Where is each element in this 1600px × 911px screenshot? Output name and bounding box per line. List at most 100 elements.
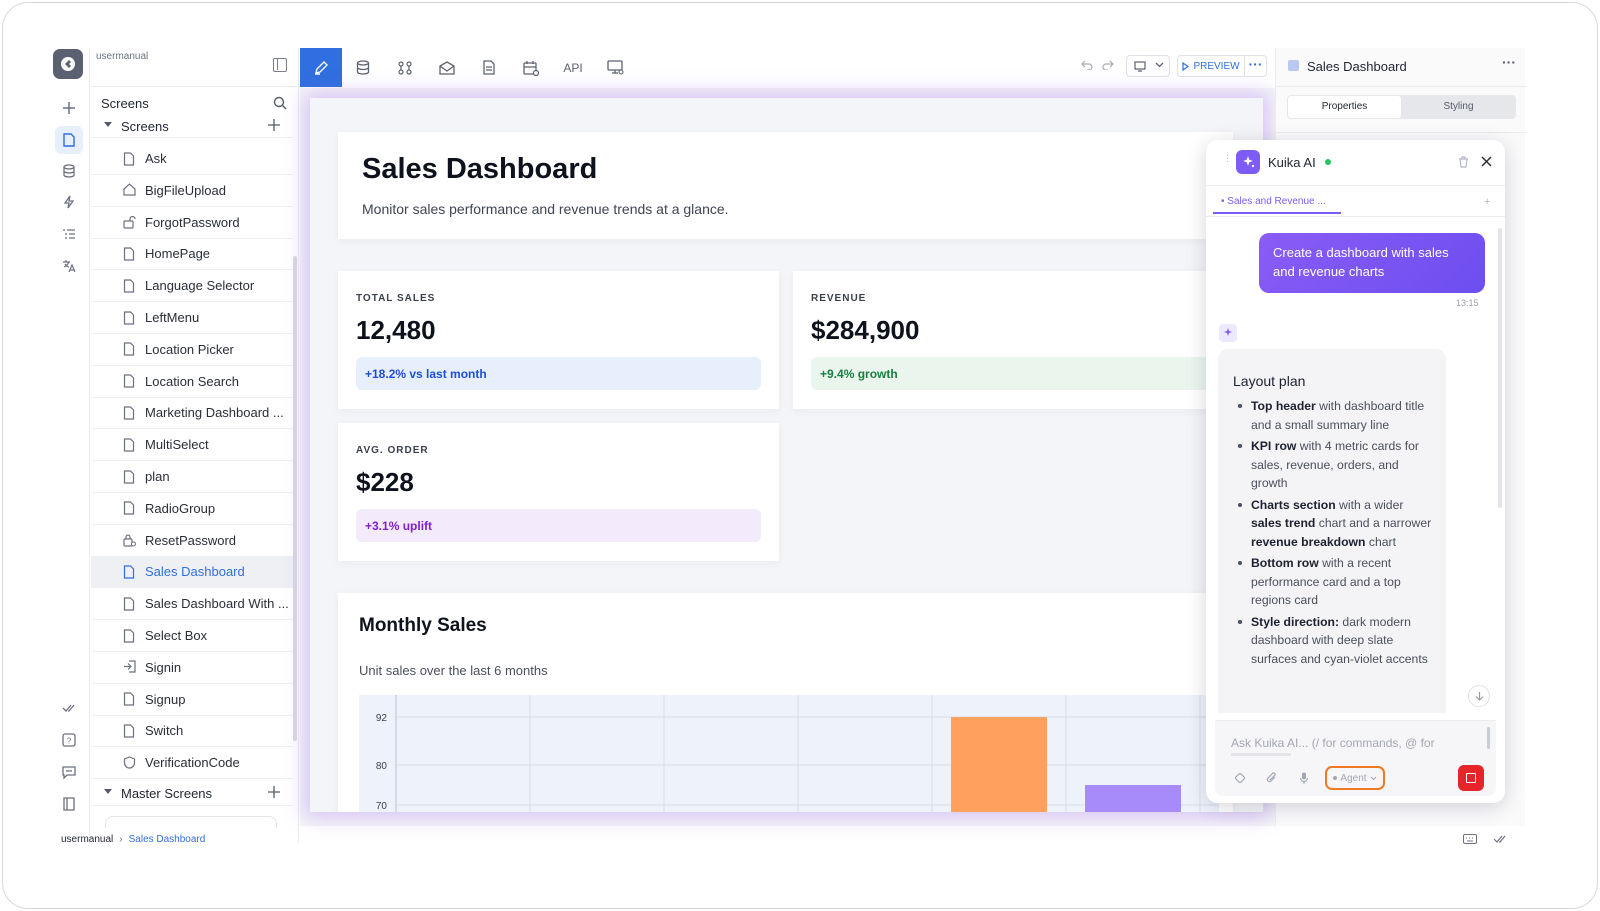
screens-group-header[interactable]: Screens <box>91 116 293 138</box>
sidebar-item-forgotpassword[interactable]: ForgotPassword <box>91 207 293 239</box>
microphone-icon[interactable] <box>1300 772 1308 784</box>
close-icon[interactable] <box>1481 156 1492 167</box>
kpi-change-badge: +9.4% growth <box>811 357 1216 390</box>
bar <box>951 717 1047 812</box>
book-icon[interactable] <box>55 790 83 818</box>
calendar-settings-icon[interactable] <box>510 48 552 87</box>
chart-plot: 92 80 70 <box>359 695 1219 812</box>
kpi-value: 12,480 <box>356 315 436 345</box>
more-options-icon[interactable]: ··· <box>1502 54 1516 70</box>
workflow-icon[interactable] <box>384 48 426 87</box>
chat-icon[interactable] <box>55 758 83 786</box>
chart-card[interactable]: Monthly Sales Unit sales over the last 6… <box>338 593 1233 812</box>
breadcrumb-root[interactable]: usermanual <box>61 834 114 845</box>
sidebar-item-location-picker[interactable]: Location Picker <box>91 334 293 366</box>
sidebar-item-leftmenu[interactable]: LeftMenu <box>91 302 293 334</box>
attach-icon[interactable] <box>1266 772 1277 784</box>
double-check-icon[interactable] <box>55 694 83 722</box>
trash-icon[interactable] <box>1458 156 1469 168</box>
document-icon[interactable] <box>468 48 510 87</box>
chat-input-placeholder: Ask Kuika AI... (/ for commands, @ for <box>1231 736 1435 750</box>
sidebar-item-homepage[interactable]: HomePage <box>91 238 293 271</box>
stop-button[interactable] <box>1458 765 1484 791</box>
chat-scrollbar[interactable] <box>1498 228 1502 508</box>
sidebar-item-label: Sales Dashboard With ... <box>145 596 289 612</box>
search-icon[interactable] <box>273 96 287 110</box>
sidebar-item-switch[interactable]: Switch <box>91 715 293 748</box>
bar <box>1085 785 1181 812</box>
master-screens-header[interactable]: Master Screens <box>91 780 293 806</box>
database-icon[interactable] <box>55 157 83 185</box>
sidebar-item-plan[interactable]: plan <box>91 461 293 493</box>
data-source-icon[interactable] <box>342 48 384 87</box>
tab-styling[interactable]: Styling <box>1402 96 1515 118</box>
sidebar-item-signin[interactable]: Signin <box>91 652 293 684</box>
help-icon[interactable]: ? <box>55 726 83 754</box>
file-icon <box>123 438 137 452</box>
sidebar-item-language-selector[interactable]: Language Selector <box>91 270 293 303</box>
api-label: API <box>563 60 583 75</box>
ai-chat-tab[interactable]: • Sales and Revenue ... <box>1213 192 1341 214</box>
sidebar-item-bigfileupload[interactable]: BigFileUpload <box>91 175 293 207</box>
sidebar-item-marketing-dashboard[interactable]: Marketing Dashboard ... <box>91 397 293 430</box>
chat-input-box[interactable]: Ask Kuika AI... (/ for commands, @ for A… <box>1215 720 1496 796</box>
list-icon[interactable] <box>55 220 83 248</box>
header-card[interactable]: Sales Dashboard Monitor sales performanc… <box>338 132 1233 239</box>
page-subtitle: Monitor sales performance and revenue tr… <box>362 201 729 217</box>
sidebar-item-label: Sales Dashboard <box>145 564 245 580</box>
double-check-icon[interactable] <box>1493 835 1508 844</box>
file-icon <box>123 279 137 293</box>
sidebar-item-sales-dashboard[interactable]: Sales Dashboard <box>91 556 293 589</box>
diamond-icon[interactable] <box>1235 773 1245 783</box>
preview-button[interactable]: PREVIEW <box>1177 55 1245 77</box>
sidebar-item-label: HomePage <box>145 246 211 262</box>
plan-item-text: chart <box>1365 534 1396 549</box>
ai-logo-icon <box>1236 150 1260 174</box>
plan-item-heading: Charts section <box>1251 497 1336 512</box>
drag-handle-icon[interactable]: ⋮⋮ <box>1223 153 1241 163</box>
chevron-down-icon <box>1155 62 1164 68</box>
chevron-right-icon: › <box>119 834 123 845</box>
add-icon[interactable] <box>55 94 83 122</box>
collapse-sidebar-icon[interactable] <box>273 58 287 72</box>
plan-item-emphasis: revenue breakdown <box>1251 534 1366 549</box>
app-logo[interactable] <box>53 49 83 79</box>
kpi-card-revenue[interactable]: REVENUE $284,900 +9.4% growth <box>793 271 1234 409</box>
caret-down-icon <box>104 789 112 794</box>
translate-icon[interactable] <box>55 252 83 280</box>
undo-icon[interactable] <box>1081 60 1093 70</box>
tab-properties[interactable]: Properties <box>1288 96 1401 118</box>
sidebar-item-radiogroup[interactable]: RadioGroup <box>91 493 293 525</box>
lightning-icon[interactable] <box>55 188 83 216</box>
sidebar-item-signup[interactable]: Signup <box>91 684 293 716</box>
sidebar-item-verificationcode[interactable]: VerificationCode <box>91 747 293 780</box>
sidebar-scrollbar[interactable] <box>293 256 297 741</box>
screens-icon[interactable] <box>55 126 83 154</box>
keyboard-icon[interactable] <box>1463 834 1477 844</box>
mail-icon[interactable] <box>426 48 468 87</box>
redo-icon[interactable] <box>1102 60 1114 70</box>
file-icon <box>123 724 137 738</box>
sidebar-item-multiselect[interactable]: MultiSelect <box>91 429 293 462</box>
design-tab-icon[interactable] <box>300 48 342 87</box>
sidebar-item-select-box[interactable]: Select Box <box>91 620 293 652</box>
sidebar-item-sales-dashboard-with[interactable]: Sales Dashboard With ... <box>91 588 293 621</box>
plan-item: KPI row with 4 metric cards for sales, r… <box>1233 437 1432 493</box>
add-screen-icon[interactable] <box>268 119 280 131</box>
new-chat-icon[interactable]: + <box>1484 196 1491 208</box>
sidebar-item-ask[interactable]: Ask <box>91 143 293 175</box>
screen-canvas[interactable]: Sales Dashboard Monitor sales performanc… <box>310 98 1263 812</box>
breadcrumb-current[interactable]: Sales Dashboard <box>128 834 206 845</box>
kpi-card-avg-order[interactable]: AVG. ORDER $228 +3.1% uplift <box>338 423 779 561</box>
monitor-settings-icon[interactable] <box>594 48 636 87</box>
scroll-down-icon[interactable] <box>1468 685 1490 707</box>
agent-mode-select[interactable]: Agent <box>1325 766 1385 790</box>
sidebar-item-location-search[interactable]: Location Search <box>91 366 293 398</box>
sidebar-item-label: plan <box>145 469 170 484</box>
preview-more-icon[interactable]: ··· <box>1245 55 1267 77</box>
sidebar-item-resetpassword[interactable]: ResetPassword <box>91 525 293 557</box>
api-tab[interactable]: API <box>552 48 594 87</box>
kpi-card-total-sales[interactable]: TOTAL SALES 12,480 +18.2% vs last month <box>338 271 779 409</box>
device-select[interactable] <box>1126 55 1170 77</box>
add-master-screen-icon[interactable] <box>268 786 280 798</box>
